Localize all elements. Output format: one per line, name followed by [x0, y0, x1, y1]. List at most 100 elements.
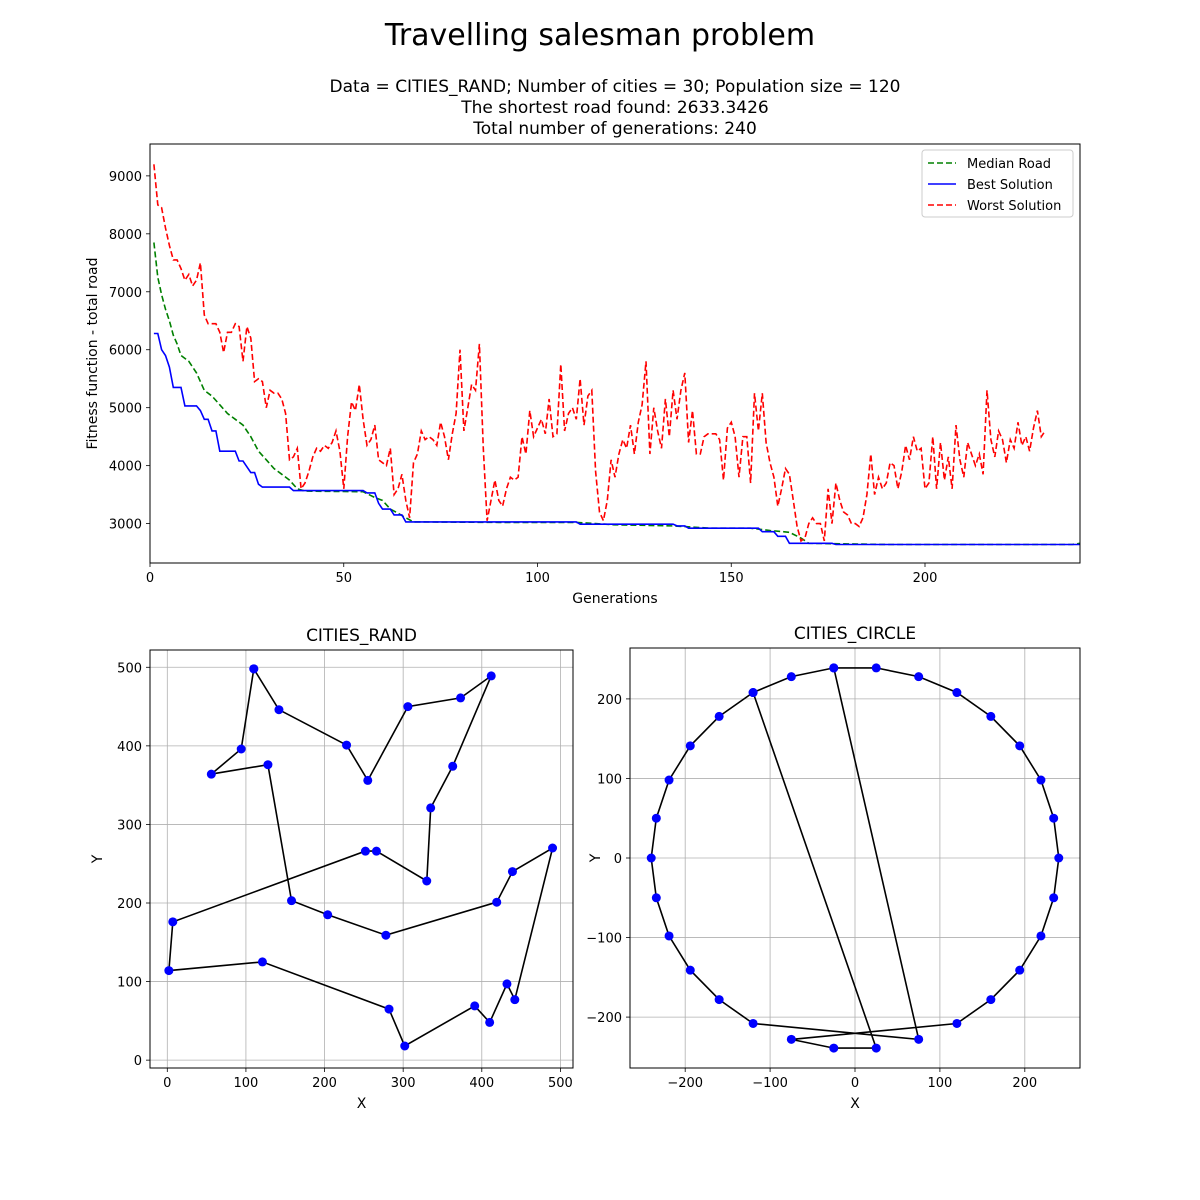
city-point: [714, 995, 724, 1005]
y-tick-label: 500: [117, 661, 142, 676]
x-tick-label: 100: [234, 1076, 259, 1091]
legend-box: [921, 149, 1074, 218]
x-tick-label: −100: [752, 1076, 788, 1091]
city-point: [257, 957, 267, 967]
legend-label: Worst Solution: [967, 199, 1061, 214]
y-tick-label: 4000: [109, 460, 142, 475]
city-point: [914, 1034, 924, 1044]
city-point: [1049, 813, 1059, 823]
city-point: [403, 702, 413, 712]
city-point: [914, 672, 924, 682]
city-point: [685, 965, 695, 975]
y-tick-label: 300: [117, 818, 142, 833]
subtitle-line-2: The shortest road found: 2633.3426: [461, 98, 769, 118]
y-tick-label: 200: [117, 897, 142, 912]
plot-title: CITIES_RAND: [306, 626, 417, 646]
city-point: [714, 711, 724, 721]
city-point: [1015, 965, 1025, 975]
city-point: [363, 775, 373, 785]
y-tick-label: 8000: [109, 228, 142, 243]
city-point: [510, 995, 520, 1005]
cities-rand-plot: 0 100 200 300 400 500 0 100 200 300 400 500 X Y CITIES…: [90, 626, 574, 1112]
city-point: [486, 671, 496, 681]
x-tick-label: 500: [548, 1076, 573, 1091]
y-tick-label: 7000: [109, 286, 142, 301]
city-point: [986, 995, 996, 1005]
city-point: [371, 846, 381, 856]
axes-frame: [149, 143, 1081, 564]
city-point: [422, 876, 432, 886]
y-tick-label: 3000: [109, 518, 142, 533]
city-point: [646, 853, 656, 863]
city-point: [400, 1041, 410, 1051]
y-tick-label: 0: [614, 852, 622, 867]
city-point: [829, 1043, 839, 1053]
x-tick-label: 100: [525, 571, 550, 586]
y-tick-label: 5000: [109, 402, 142, 417]
figure-title: Travelling salesman problem: [384, 18, 816, 53]
city-point: [1049, 893, 1059, 903]
x-tick-label: 200: [913, 571, 938, 586]
city-point: [748, 688, 758, 698]
axes-frame: [149, 649, 574, 1069]
route-line: [650, 667, 1060, 1049]
x-tick-label: 100: [927, 1076, 952, 1091]
y-tick-label: −200: [586, 1011, 622, 1026]
x-tick-label: 150: [719, 571, 744, 586]
city-point: [871, 663, 881, 673]
city-point: [651, 893, 661, 903]
y-tick-label: 400: [117, 740, 142, 755]
x-tick-label: 400: [469, 1076, 494, 1091]
city-point: [952, 688, 962, 698]
city-point: [664, 931, 674, 941]
route-line: [168, 668, 554, 1048]
y-tick-label: 100: [597, 772, 622, 787]
city-point: [651, 813, 661, 823]
city-point: [1015, 741, 1025, 751]
x-axis-label: X: [357, 1096, 367, 1112]
x-tick-label: 0: [851, 1076, 859, 1091]
city-point: [456, 693, 466, 703]
city-point: [381, 930, 391, 940]
x-axis-label: X: [850, 1096, 860, 1112]
y-tick-label: 200: [597, 693, 622, 708]
city-point: [263, 760, 273, 770]
x-tick-label: 0: [163, 1076, 171, 1091]
city-point: [548, 843, 558, 853]
legend-label: Best Solution: [967, 178, 1053, 193]
y-tick-label: 100: [117, 976, 142, 991]
series-line-best-solution: [153, 332, 1080, 546]
city-point: [1054, 853, 1064, 863]
city-point: [448, 761, 458, 771]
city-point: [236, 744, 246, 754]
plot-title: CITIES_CIRCLE: [794, 624, 916, 644]
city-point: [384, 1004, 394, 1014]
series-line-median-road: [153, 242, 1080, 546]
y-axis-label: Y: [90, 854, 106, 864]
city-point: [871, 1043, 881, 1053]
city-point: [485, 1017, 495, 1027]
city-point: [829, 663, 839, 673]
subtitle-line-3: Total number of generations: 240: [473, 119, 757, 139]
city-point: [360, 846, 370, 856]
x-tick-label: 0: [146, 571, 154, 586]
y-axis-label: Fitness function - total road: [85, 257, 101, 449]
city-point: [507, 867, 517, 877]
series-line-worst-solution: [153, 164, 1046, 543]
y-tick-label: 0: [134, 1054, 142, 1069]
y-tick-label: −100: [586, 932, 622, 947]
x-tick-label: 200: [312, 1076, 337, 1091]
city-point: [502, 979, 512, 989]
subtitle-line-1: Data = CITIES_RAND; Number of cities = 3…: [329, 77, 901, 97]
legend-label: Median Road: [967, 157, 1051, 172]
city-point: [664, 775, 674, 785]
city-point: [206, 769, 216, 779]
city-point: [685, 741, 695, 751]
y-tick-label: 9000: [109, 170, 142, 185]
x-tick-label: −200: [667, 1076, 703, 1091]
city-point: [470, 1001, 480, 1011]
city-point: [426, 803, 436, 813]
city-point: [952, 1018, 962, 1028]
city-point: [342, 740, 352, 750]
